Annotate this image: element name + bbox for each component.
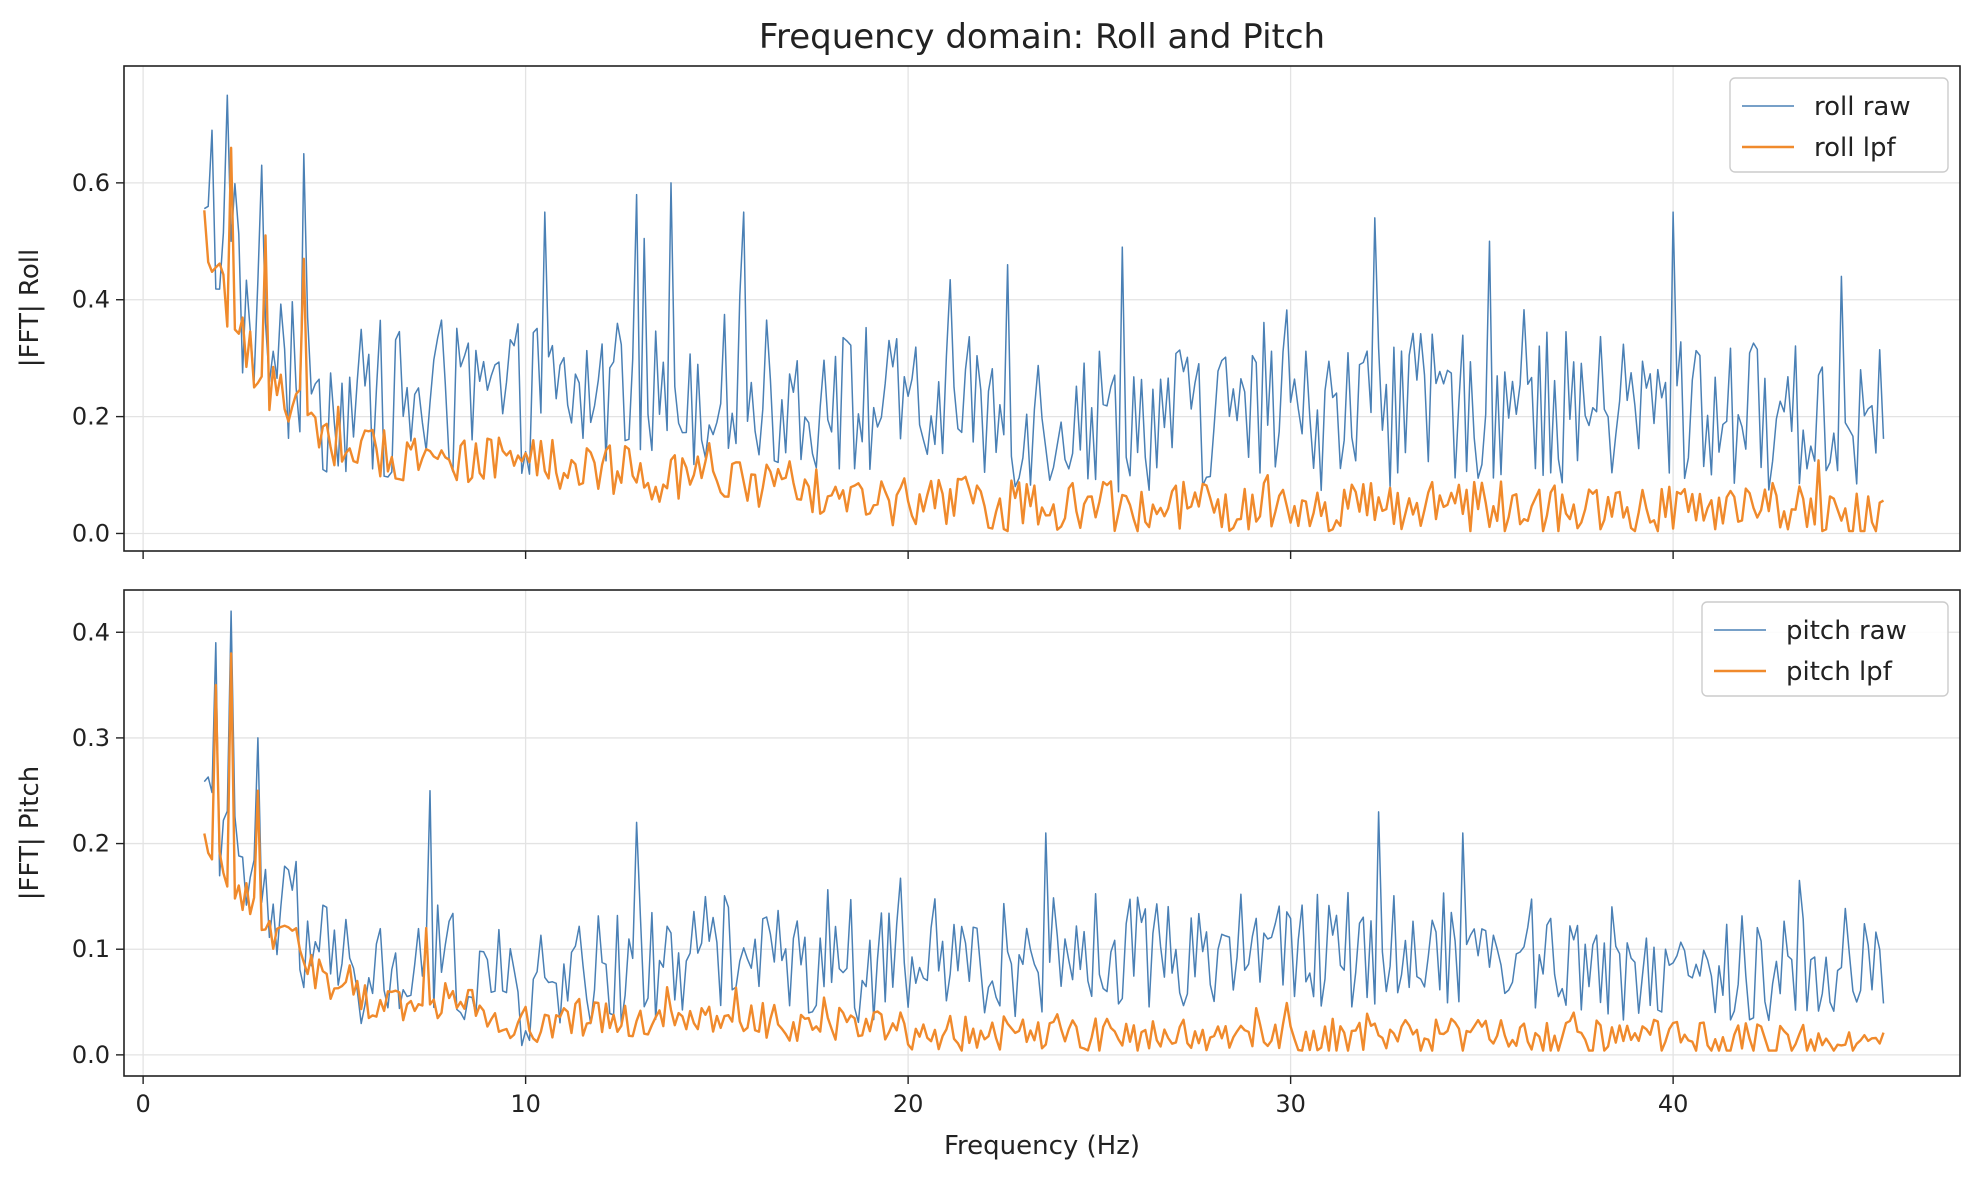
roll-legend-label-raw: roll raw [1814, 92, 1911, 122]
pitch-series-raw-line [203, 610, 1885, 1047]
pitch-y-tick-label: 0.4 [72, 618, 110, 646]
pitch-x-tick-label: 10 [510, 1090, 541, 1118]
roll-y-tick-label: 0.2 [72, 403, 110, 431]
pitch-y-tick-label: 0.1 [72, 935, 110, 963]
pitch-series-lpf-line [203, 652, 1885, 1052]
pitch-grid [124, 590, 1960, 1076]
roll-y-ticks: 0.0 0.2 0.4 0.6 [72, 169, 124, 547]
roll-y-tick-label: 0.6 [72, 169, 110, 197]
pitch-x-ticks: 0 10 20 30 40 [135, 1076, 1688, 1118]
pitch-subplot: 0 10 20 30 40 0.0 0.1 0.2 0.3 0.4 |FFT| Pitch Fr… [15, 589, 1961, 1161]
roll-legend-frame [1729, 77, 1949, 173]
roll-y-tick-label: 0.0 [72, 519, 110, 547]
roll-axes-frame [123, 65, 1961, 552]
roll-y-tick-label: 0.4 [72, 286, 110, 314]
roll-series-raw-line [203, 94, 1885, 493]
pitch-x-tick-label: 20 [893, 1090, 924, 1118]
roll-subplot: 0.0 0.2 0.4 0.6 |FFT| Roll roll raw roll lpf [15, 65, 1961, 559]
pitch-y-tick-label: 0.2 [72, 830, 110, 858]
x-axis-label: Frequency (Hz) [944, 1131, 1140, 1161]
pitch-series-lines [203, 610, 1885, 1052]
roll-series-lpf-line [203, 146, 1885, 533]
roll-x-ticks [142, 551, 1674, 559]
pitch-x-tick-label: 0 [135, 1090, 150, 1118]
pitch-x-tick-label: 40 [1658, 1090, 1689, 1118]
pitch-legend-label-raw: pitch raw [1786, 616, 1907, 646]
pitch-y-tick-label: 0.0 [72, 1041, 110, 1069]
chart-title: Frequency domain: Roll and Pitch [759, 17, 1325, 57]
pitch-legend: pitch raw pitch lpf [1701, 601, 1949, 697]
pitch-axes-frame [123, 589, 1961, 1077]
roll-legend-label-lpf: roll lpf [1814, 133, 1896, 163]
pitch-y-axis-label: |FFT| Pitch [15, 766, 45, 900]
pitch-legend-frame [1701, 601, 1949, 697]
pitch-legend-label-lpf: pitch lpf [1786, 657, 1893, 687]
roll-legend: roll raw roll lpf [1729, 77, 1949, 173]
pitch-x-tick-label: 30 [1275, 1090, 1306, 1118]
roll-series-lines [203, 94, 1885, 533]
pitch-y-ticks: 0.0 0.1 0.2 0.3 0.4 [72, 618, 124, 1069]
roll-y-axis-label: |FFT| Roll [15, 249, 45, 367]
pitch-y-tick-label: 0.3 [72, 724, 110, 752]
